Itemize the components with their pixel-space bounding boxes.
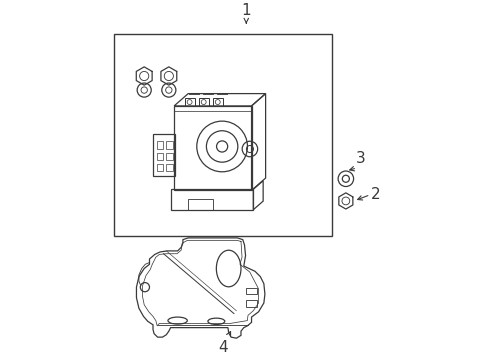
Bar <box>166 164 172 171</box>
Bar <box>188 199 212 210</box>
Text: 3: 3 <box>355 152 365 166</box>
Bar <box>212 98 222 106</box>
Bar <box>156 153 163 160</box>
Bar <box>156 164 163 171</box>
Bar <box>166 153 172 160</box>
Bar <box>246 288 256 294</box>
Bar <box>246 300 256 306</box>
Bar <box>114 34 332 236</box>
Bar <box>153 134 175 176</box>
Bar <box>156 141 163 149</box>
Text: 2: 2 <box>370 187 380 202</box>
Bar <box>198 98 208 106</box>
Bar <box>170 189 253 210</box>
Bar <box>184 98 194 106</box>
Bar <box>174 106 251 190</box>
Text: 1: 1 <box>241 3 250 18</box>
Bar <box>166 141 172 149</box>
Text: 4: 4 <box>218 340 228 355</box>
